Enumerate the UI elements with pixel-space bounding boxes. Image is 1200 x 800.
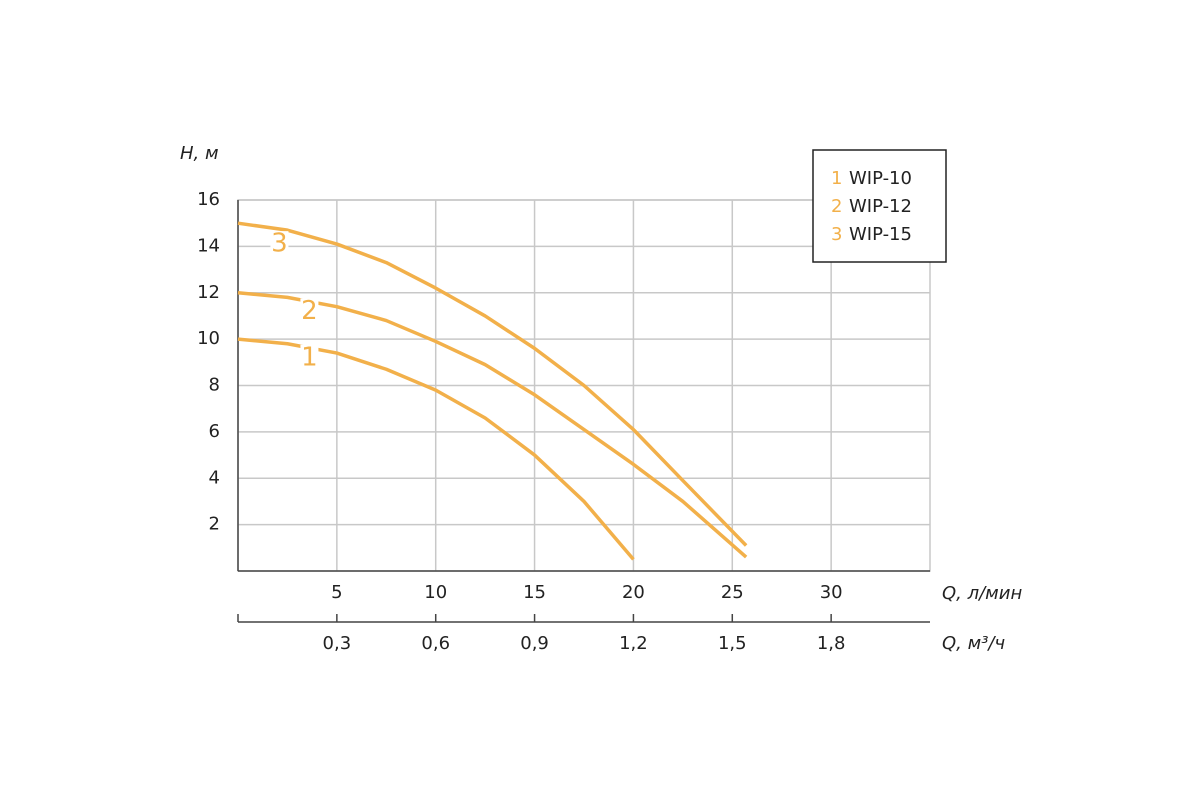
curve-label: 3 [271,229,288,259]
y-tick-label: 4 [209,467,220,488]
x-tick-label: 25 [721,582,744,603]
y-tick-label: 16 [197,189,220,210]
x2-tick-label: 0,3 [323,633,352,654]
x2-tick-label: 0,9 [520,633,549,654]
y-axis-label: H, м [180,143,219,164]
x-tick-label: 20 [622,582,645,603]
y-tick-label: 10 [197,328,220,349]
x-axis-label: Q, л/мин [942,583,1022,604]
legend-number: 3 [831,224,842,245]
curve [237,291,748,559]
legend-label: WIP-12 [849,196,912,217]
curve-label: 2 [301,296,318,326]
y-tick-label: 2 [209,514,220,535]
x2-axis-label: Q, м³/ч [942,633,1005,654]
y-tick-label: 8 [209,375,220,396]
legend-box [812,149,947,263]
curve [237,221,748,547]
y-tick-label: 6 [209,421,220,442]
legend-number: 2 [831,196,842,217]
x-tick-label: 15 [523,582,546,603]
y-tick-label: 14 [197,235,220,256]
legend-label: WIP-15 [849,224,912,245]
legend-number: 1 [831,168,842,189]
x2-tick-label: 1,8 [817,633,846,654]
x2-tick-label: 0,6 [421,633,450,654]
x2-tick-label: 1,2 [619,633,648,654]
curve-label-bg [300,298,319,325]
x2-tick-label: 1,5 [718,633,747,654]
legend-label: WIP-10 [849,168,912,189]
y-tick-label: 12 [197,282,220,303]
curve-label-bg [300,344,319,371]
curve-label: 1 [301,342,318,372]
x-tick-label: 10 [424,582,447,603]
x-tick-label: 30 [820,582,843,603]
curve-label-bg [270,231,289,258]
x-tick-label: 5 [331,582,342,603]
